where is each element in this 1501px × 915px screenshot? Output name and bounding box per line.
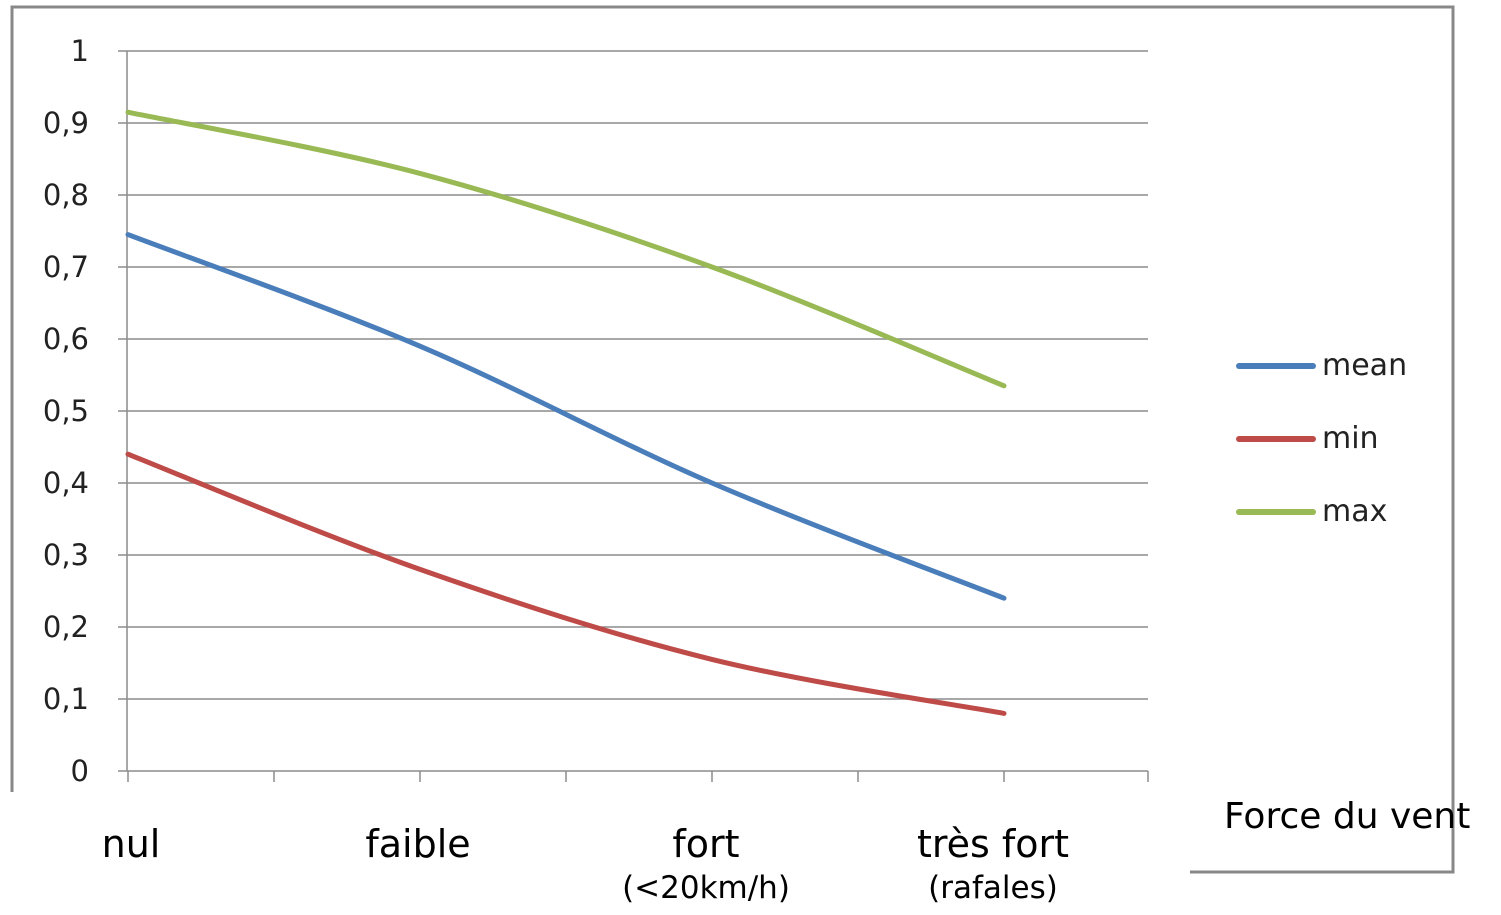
x-category-sublabel: (rafales) <box>928 870 1058 906</box>
x-category-sublabel: (<20km/h) <box>622 870 790 906</box>
y-tick-label: 0,1 <box>43 682 89 716</box>
x-category-label: très fort <box>916 822 1070 866</box>
x-axis-title: Force du vent <box>1224 796 1471 837</box>
series-lines <box>125 109 1007 716</box>
y-tick-label: 1 <box>71 34 89 68</box>
legend-item-min: min <box>1236 421 1379 456</box>
gridlines <box>127 50 1148 700</box>
y-tick-label: 0,6 <box>43 322 89 356</box>
series-line-max <box>125 109 1007 389</box>
y-tick-label: 0,8 <box>43 178 89 212</box>
y-tick-label: 0,5 <box>43 394 89 428</box>
y-tick-label: 0,3 <box>43 538 89 572</box>
x-category-label: faible <box>365 822 471 866</box>
legend-swatch <box>1236 362 1316 369</box>
x-category-label: nul <box>101 822 161 866</box>
chart-border <box>10 5 1455 874</box>
legend-label: max <box>1322 494 1388 529</box>
y-tick-label: 0,2 <box>43 610 89 644</box>
legend-item-mean: mean <box>1236 348 1407 383</box>
legend-item-max: max <box>1236 494 1387 529</box>
legend-label: min <box>1322 421 1379 456</box>
axes <box>118 50 1149 782</box>
legend-swatch <box>1236 508 1316 515</box>
legend-label: mean <box>1322 348 1408 383</box>
y-tick-label: 0,7 <box>43 250 89 284</box>
y-tick-label: 0 <box>71 754 89 788</box>
y-tick-label: 0,9 <box>43 106 89 140</box>
y-tick-labels: 0 0,1 0,2 0,3 0,4 0,5 0,6 0,7 0,8 0,9 1 <box>43 34 89 788</box>
legend-swatch <box>1236 435 1316 442</box>
y-tick-label: 0,4 <box>43 466 89 500</box>
x-category-label: fort <box>672 822 740 866</box>
series-line-mean <box>125 232 1007 601</box>
series-line-min <box>125 451 1007 716</box>
